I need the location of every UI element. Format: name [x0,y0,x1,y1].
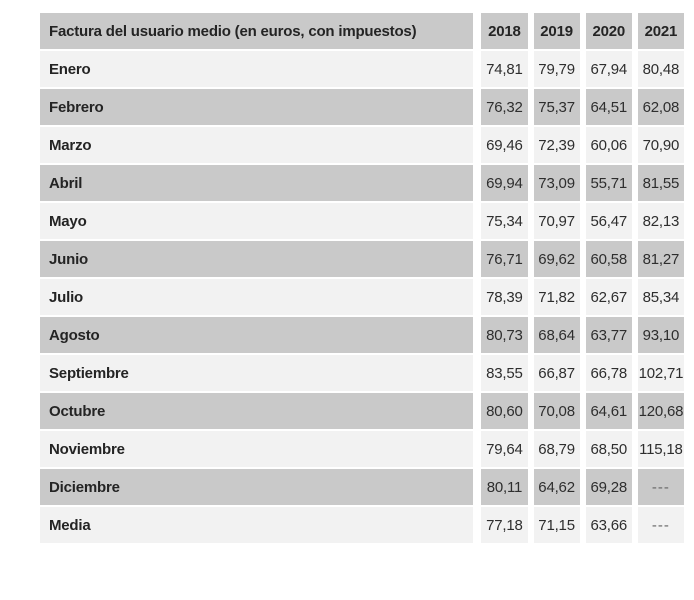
cell-value: 75,34 [473,203,528,241]
cell-value: 81,27 [631,241,684,279]
cell-value: 82,13 [631,203,684,241]
cell-value: 63,66 [579,507,632,545]
table-title: Factura del usuario medio (en euros, con… [40,13,474,51]
row-label: Marzo [40,127,474,165]
cell-value: 69,94 [473,165,528,203]
cell-value: 60,06 [579,127,632,165]
table-row-octubre: Octubre 80,60 70,08 64,61 120,68 [40,393,684,431]
row-label: Febrero [40,89,474,127]
cell-value-missing: --- [631,469,684,507]
cell-value: 71,82 [527,279,580,317]
cell-value: 62,08 [631,89,684,127]
row-label: Noviembre [40,431,474,469]
year-header-2021: 2021 [631,13,684,51]
row-label: Julio [40,279,474,317]
cell-value: 71,15 [527,507,580,545]
cell-value: 64,51 [579,89,632,127]
cell-value: 93,10 [631,317,684,355]
table-row-noviembre: Noviembre 79,64 68,79 68,50 115,18 [40,431,684,469]
cell-value-missing: --- [631,507,684,545]
table-header-row: Factura del usuario medio (en euros, con… [40,13,684,51]
cell-value: 102,71 [631,355,684,393]
table-row-enero: Enero 74,81 79,79 67,94 80,48 [40,51,684,89]
cell-value: 70,97 [527,203,580,241]
table-row-febrero: Febrero 76,32 75,37 64,51 62,08 [40,89,684,127]
cell-value: 79,79 [527,51,580,89]
cell-value: 72,39 [527,127,580,165]
table-row-septiembre: Septiembre 83,55 66,87 66,78 102,71 [40,355,684,393]
table-row-media: Media 77,18 71,15 63,66 --- [40,507,684,545]
cell-value: 69,46 [473,127,528,165]
factura-usuario-medio-table: Factura del usuario medio (en euros, con… [40,13,684,545]
cell-value: 77,18 [473,507,528,545]
cell-value: 76,32 [473,89,528,127]
cell-value: 120,68 [631,393,684,431]
cell-value: 80,11 [473,469,528,507]
cell-value: 78,39 [473,279,528,317]
table-row-marzo: Marzo 69,46 72,39 60,06 70,90 [40,127,684,165]
cell-value: 69,28 [579,469,632,507]
cell-value: 75,37 [527,89,580,127]
table-row-junio: Junio 76,71 69,62 60,58 81,27 [40,241,684,279]
cell-value: 85,34 [631,279,684,317]
cell-value: 56,47 [579,203,632,241]
cell-value: 83,55 [473,355,528,393]
row-label: Media [40,507,474,545]
table-row-mayo: Mayo 75,34 70,97 56,47 82,13 [40,203,684,241]
row-label: Agosto [40,317,474,355]
row-label: Enero [40,51,474,89]
cell-value: 68,79 [527,431,580,469]
cell-value: 80,60 [473,393,528,431]
year-header-2019: 2019 [527,13,580,51]
table-row-julio: Julio 78,39 71,82 62,67 85,34 [40,279,684,317]
row-label: Junio [40,241,474,279]
cell-value: 70,90 [631,127,684,165]
cell-value: 81,55 [631,165,684,203]
cell-value: 67,94 [579,51,632,89]
cell-value: 70,08 [527,393,580,431]
row-label: Octubre [40,393,474,431]
row-label: Septiembre [40,355,474,393]
cell-value: 64,62 [527,469,580,507]
cell-value: 62,67 [579,279,632,317]
row-label: Mayo [40,203,474,241]
table-row-abril: Abril 69,94 73,09 55,71 81,55 [40,165,684,203]
cell-value: 64,61 [579,393,632,431]
row-label: Diciembre [40,469,474,507]
cell-value: 115,18 [631,431,684,469]
cell-value: 66,78 [579,355,632,393]
cell-value: 60,58 [579,241,632,279]
cell-value: 63,77 [579,317,632,355]
cell-value: 55,71 [579,165,632,203]
cell-value: 74,81 [473,51,528,89]
cell-value: 68,64 [527,317,580,355]
year-header-2020: 2020 [579,13,632,51]
year-header-2018: 2018 [473,13,528,51]
cell-value: 80,73 [473,317,528,355]
table-row-diciembre: Diciembre 80,11 64,62 69,28 --- [40,469,684,507]
row-label: Abril [40,165,474,203]
cell-value: 68,50 [579,431,632,469]
cell-value: 73,09 [527,165,580,203]
cell-value: 76,71 [473,241,528,279]
cell-value: 69,62 [527,241,580,279]
cell-value: 79,64 [473,431,528,469]
table-row-agosto: Agosto 80,73 68,64 63,77 93,10 [40,317,684,355]
cell-value: 66,87 [527,355,580,393]
cell-value: 80,48 [631,51,684,89]
